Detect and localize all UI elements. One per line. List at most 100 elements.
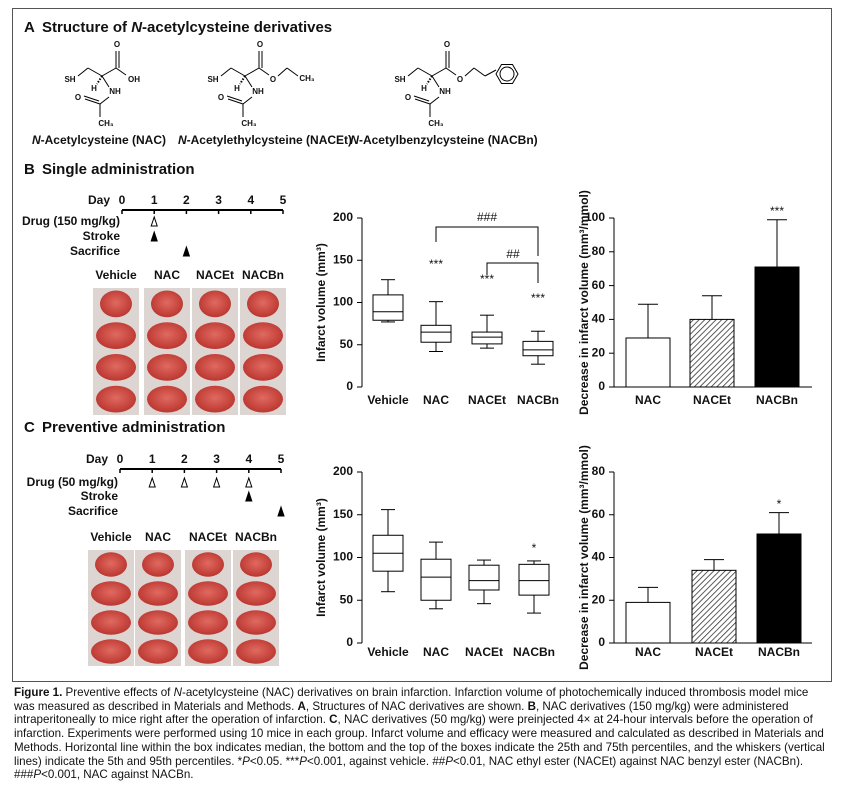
brain-slice (243, 354, 283, 381)
row-label: Drug (150 mg/kg) (22, 214, 120, 228)
brain-slice (195, 322, 235, 349)
caption-run: <0.001, NAC against NACBn. (41, 768, 194, 782)
compound-name: N-Acetylbenzylcysteine (NACBn) (350, 133, 537, 147)
image-label: NACBn (235, 530, 277, 544)
atom-label: O (270, 75, 276, 84)
y-axis-label: Infarct volume (mm³) (314, 498, 328, 617)
y-tick-label: 80 (592, 464, 606, 478)
caption-run: <0.01, NAC ethyl ester (NACEt) against N… (14, 754, 804, 782)
atom-label: H (421, 84, 427, 93)
image-label: NACEt (189, 530, 227, 544)
brain-slice (138, 639, 178, 664)
caption-run: , NAC derivatives (50 mg/kg) were preinj… (14, 713, 825, 768)
bond (473, 67, 486, 77)
day-number: 3 (215, 193, 222, 207)
bracket (435, 226, 539, 256)
day-number: 1 (151, 193, 158, 207)
bond (226, 95, 243, 102)
day-number: 1 (149, 452, 156, 466)
panel-title: Single administration (42, 161, 195, 178)
box (420, 324, 452, 343)
y-tick-label: 150 (333, 252, 353, 266)
name-run: -Acetylbenzylcysteine (NACBn) (359, 133, 538, 147)
event-marker (277, 505, 285, 517)
day-number: 2 (181, 452, 188, 466)
benzene-ring (499, 66, 515, 82)
bond (77, 67, 89, 77)
x-tick-label: NAC (635, 393, 661, 407)
x-tick-label: NACBn (756, 393, 798, 407)
y-tick-label: 150 (333, 507, 353, 521)
event-marker (212, 476, 221, 488)
significance: *** (480, 272, 494, 286)
day-number: 0 (119, 193, 126, 207)
y-axis-label: Infarct volume (mm³) (314, 243, 328, 362)
x-tick-label: NACEt (693, 393, 731, 407)
brain-slice (151, 290, 183, 318)
day-number: 5 (280, 193, 287, 207)
row-label: Stroke (83, 229, 121, 243)
day-label: Day (86, 452, 108, 466)
caption-run: , Structures of NAC derivatives are show… (305, 699, 528, 713)
event-marker (245, 490, 253, 502)
box (522, 340, 554, 357)
bond (277, 67, 288, 77)
y-tick-label: 50 (340, 592, 354, 606)
bracket (486, 262, 539, 283)
atom-label: NH (439, 87, 451, 96)
bond (84, 98, 101, 105)
box (372, 294, 404, 321)
row-label: Sacrifice (68, 504, 118, 518)
bond (115, 67, 127, 76)
y-tick-label: 100 (333, 550, 353, 564)
significance: * (777, 497, 782, 511)
bond (227, 98, 244, 105)
y-axis-label: Decrease in infarct volume (mm³/mmol) (577, 190, 591, 415)
title-run: -acetylcysteine derivatives (142, 19, 332, 36)
brain-slice (247, 290, 279, 318)
brain-slice (236, 610, 276, 635)
brain-slice (96, 322, 136, 349)
caption-run: P (445, 754, 453, 768)
bond (429, 96, 440, 105)
brain-slice (91, 639, 131, 664)
atom-label: OH (128, 75, 140, 84)
image-label: NAC (154, 268, 180, 282)
brain-slice (195, 354, 235, 381)
y-tick-label: 200 (333, 210, 353, 224)
x-tick-label: NACBn (517, 393, 559, 407)
brain-slice (236, 639, 276, 664)
atom-label: O (257, 40, 263, 49)
name-run: N (32, 133, 41, 147)
significance: * (532, 541, 537, 555)
y-tick-label: 100 (333, 295, 353, 309)
day-number: 4 (245, 452, 252, 466)
caption-run: P (242, 754, 250, 768)
day-number: 3 (213, 452, 220, 466)
bond (414, 98, 431, 105)
image-label: NACBn (242, 268, 284, 282)
compound-name: N-Acetylcysteine (NAC) (32, 133, 166, 147)
y-tick-label: 0 (598, 379, 605, 393)
caption-run: Preventive effects of (62, 686, 174, 699)
x-tick-label: Vehicle (367, 393, 409, 407)
bond (413, 95, 430, 102)
box (468, 564, 500, 591)
figure: A Structure of N-acetylcysteine derivati… (12, 8, 832, 682)
atom-label: SH (64, 75, 75, 84)
atom-label: CH₃ (299, 74, 315, 83)
x-tick-label: NAC (635, 645, 661, 659)
event-marker (150, 230, 158, 242)
caption: Figure 1. Preventive effects of N-acetyl… (14, 686, 832, 782)
brain-slice (192, 552, 224, 577)
caption-run: <0.05. *** (249, 754, 300, 768)
day-number: 4 (247, 193, 254, 207)
caption-run: P (299, 754, 307, 768)
significance: ### (477, 210, 497, 224)
y-tick-label: 40 (592, 312, 606, 326)
box (420, 558, 452, 601)
brain-slice (91, 610, 131, 635)
panel-title: Preventive administration (42, 419, 225, 436)
event-marker (180, 476, 189, 488)
brain-slice (96, 385, 136, 413)
